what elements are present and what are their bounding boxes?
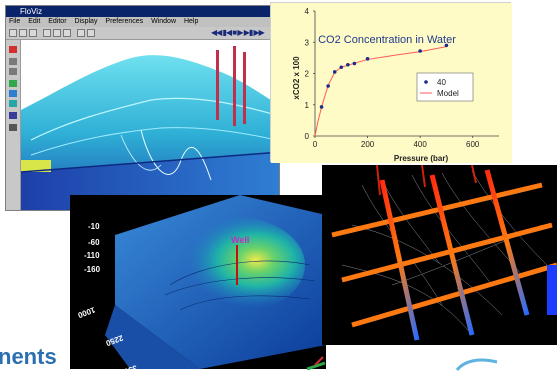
data-point [365,57,370,61]
x-tick-label: 400 [413,140,427,149]
depth-label: -10 [88,222,100,231]
legend-label-model: Model [437,89,459,98]
decorative-swoosh-icon [455,358,498,371]
tool-navy-icon[interactable] [9,112,17,119]
fracture-grid-panel [322,165,557,345]
co2-chart-panel: 0 1 2 3 4 0 200 400 600 CO2 Concentration in Wat… [270,2,512,163]
menu-editor[interactable]: Editor [48,18,67,25]
menu-edit[interactable]: Edit [28,18,41,25]
data-point [346,62,350,67]
depth-label: -110 [84,251,100,260]
data-point [326,84,330,88]
tool-dark-icon[interactable] [9,124,17,131]
tool-red-icon[interactable] [9,46,17,53]
new-icon[interactable] [9,29,17,37]
floviz-toolbar: ◀◀ ▮◀ ■ ▶ ▶▮ ▶▶ [6,27,279,40]
data-point [332,70,337,74]
floviz-window: FloViz File Edit Editor Display Preferen… [5,5,280,211]
tool-green-icon[interactable] [9,80,17,87]
chart-title: CO2 Concentration in Water [318,34,456,46]
y-axis-label: xCO2 x 100 [292,56,301,100]
playback-controls-icon[interactable]: ◀◀ ▮◀ ■ ▶ ▶▮ ▶▶ [211,28,265,37]
x-axis-label: Pressure (bar) [394,154,449,163]
axis-triad-icon [306,356,326,371]
tool-cyan-icon[interactable] [9,100,17,107]
x-tick-label: 600 [466,140,480,149]
tool-blue-icon[interactable] [9,90,17,97]
y-tick-label: 4 [305,7,310,16]
chart-legend [416,72,474,102]
rotate-icon[interactable] [43,29,51,37]
floviz-sidebar [6,40,21,210]
depth-label: -60 [88,238,100,247]
data-point [352,61,357,66]
x-tick-label: 0 [313,140,318,149]
menu-file[interactable]: File [9,18,21,25]
y-tick-label: 0 [305,132,310,141]
well-3d-render: Well -10 -60 -110 -160 1000 2250 3500 [76,195,326,369]
depth-label: -160 [84,265,101,274]
legend-label-points: 40 [437,78,446,87]
axis-label: 3500 [118,363,138,369]
tool-gray-icon[interactable] [9,68,17,75]
y-tick-label: 1 [305,101,310,110]
help-icon[interactable] [87,29,95,37]
zoom-icon[interactable] [53,29,61,37]
floviz-title: FloViz [6,6,279,17]
menu-display[interactable]: Display [74,18,98,25]
x-tick-label: 200 [361,140,375,149]
settings-icon[interactable] [77,29,85,37]
reservoir-3d-render [21,46,279,210]
axis-label: 1000 [76,305,96,320]
floviz-menubar: File Edit Editor Display Preferences Win… [6,17,279,27]
data-point [418,49,422,53]
y-tick-label: 2 [305,70,310,79]
open-icon[interactable] [19,29,27,37]
legend-marker-points [424,80,428,84]
pan-icon[interactable] [63,29,71,37]
well-simulation-panel: Well -10 -60 -110 -160 1000 2250 3500 [70,195,326,369]
data-point [339,65,344,70]
well-label: Well [231,235,249,245]
data-point [319,105,324,109]
menu-window[interactable]: Window [151,18,177,25]
fracture-grid-render [331,165,557,341]
data-point [444,43,449,48]
floviz-3d-view[interactable] [21,40,279,210]
menu-help[interactable]: Help [183,18,199,25]
y-tick-label: 3 [305,38,310,47]
slide-heading: nents [0,344,57,369]
tool-gray-icon[interactable] [9,58,17,65]
menu-preferences[interactable]: Preferences [105,18,144,25]
save-icon[interactable] [29,29,37,37]
